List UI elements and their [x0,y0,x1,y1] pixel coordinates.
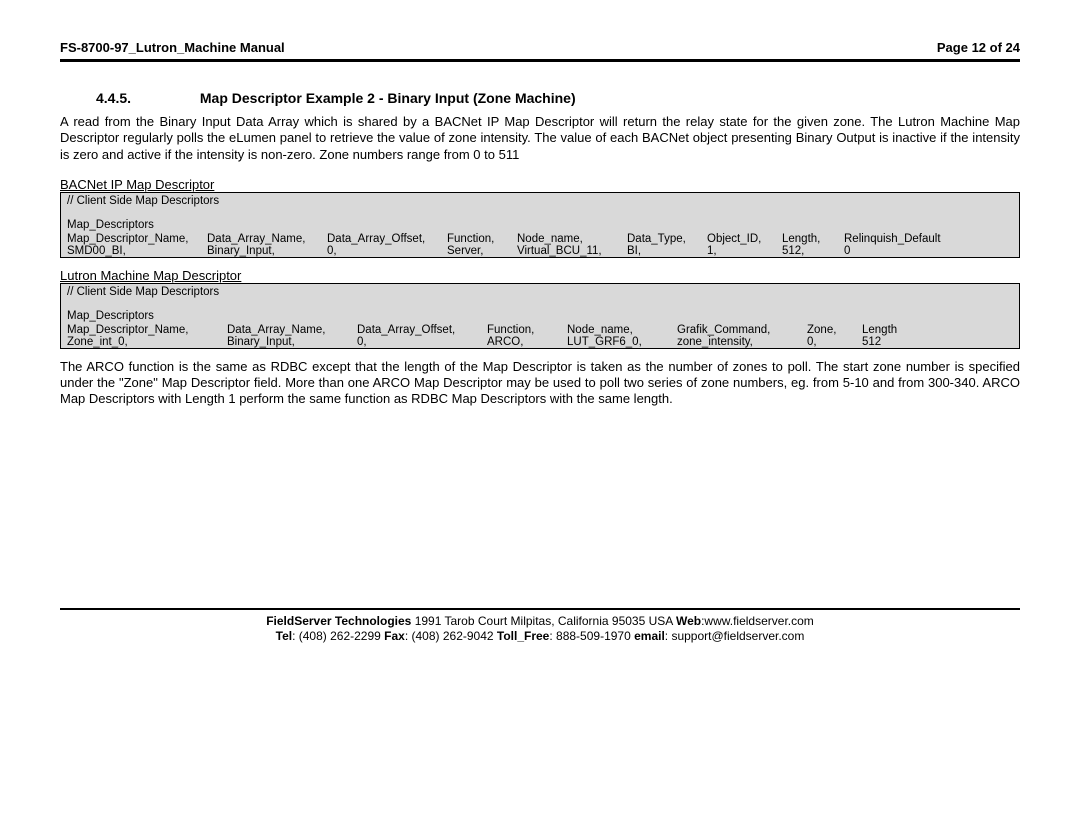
cell: 0, [807,336,862,348]
subtitle-2: Lutron Machine Map Descriptor [60,268,1020,283]
cell: Virtual_BCU_11, [517,245,627,257]
cell: 0, [357,336,487,348]
cell: ARCO, [487,336,567,348]
cell: Data_Array_Offset, [327,233,447,245]
box1-value-row: SMD00_BI,Binary_Input,0,Server,Virtual_B… [61,245,1019,257]
cell: Map_Descriptor_Name, [67,233,207,245]
cell: 1, [707,245,782,257]
box1-header-row: Map_Descriptor_Name,Data_Array_Name,Data… [61,233,1019,245]
cell: Data_Array_Offset, [357,324,487,336]
cell: Grafik_Command, [677,324,807,336]
cell: 512 [862,336,922,348]
descriptor-box-1: // Client Side Map Descriptors Map_Descr… [60,192,1020,258]
box2-label: Map_Descriptors [61,300,1019,324]
cell: Relinquish_Default [844,233,964,245]
box2-value-row: Zone_int_0,Binary_Input,0,ARCO,LUT_GRF6_… [61,336,1019,348]
intro-paragraph: A read from the Binary Input Data Array … [60,114,1020,163]
cell: 512, [782,245,844,257]
outro-paragraph: The ARCO function is the same as RDBC ex… [60,359,1020,408]
cell: 0 [844,245,964,257]
descriptor-box-2: // Client Side Map Descriptors Map_Descr… [60,283,1020,349]
cell: Node_name, [517,233,627,245]
page-number: Page 12 of 24 [937,40,1020,55]
box2-comment: // Client Side Map Descriptors [61,284,1019,300]
page-header: FS-8700-97_Lutron_Machine Manual Page 12… [60,40,1020,62]
cell: Zone, [807,324,862,336]
cell: BI, [627,245,707,257]
cell: Map_Descriptor_Name, [67,324,227,336]
cell: Data_Array_Name, [227,324,357,336]
cell: Function, [447,233,517,245]
cell: Binary_Input, [227,336,357,348]
footer-line-2: Tel: (408) 262-2299 Fax: (408) 262-9042 … [60,629,1020,645]
cell: Zone_int_0, [67,336,227,348]
cell: 0, [327,245,447,257]
section-number: 4.4.5. [60,90,196,106]
cell: LUT_GRF6_0, [567,336,677,348]
cell: Length [862,324,922,336]
box1-comment: // Client Side Map Descriptors [61,193,1019,209]
footer-line-1: FieldServer Technologies 1991 Tarob Cour… [60,614,1020,630]
cell: SMD00_BI, [67,245,207,257]
cell: Length, [782,233,844,245]
box2-header-row: Map_Descriptor_Name,Data_Array_Name,Data… [61,324,1019,336]
cell: Binary_Input, [207,245,327,257]
doc-title: FS-8700-97_Lutron_Machine Manual [60,40,285,55]
cell: Server, [447,245,517,257]
section-heading: 4.4.5. Map Descriptor Example 2 - Binary… [60,90,1020,106]
page-footer: FieldServer Technologies 1991 Tarob Cour… [60,608,1020,645]
subtitle-1: BACNet IP Map Descriptor [60,177,1020,192]
section-title-text: Map Descriptor Example 2 - Binary Input … [200,90,576,106]
cell: Function, [487,324,567,336]
cell: Data_Array_Name, [207,233,327,245]
cell: zone_intensity, [677,336,807,348]
cell: Data_Type, [627,233,707,245]
cell: Node_name, [567,324,677,336]
cell: Object_ID, [707,233,782,245]
box1-label: Map_Descriptors [61,209,1019,233]
